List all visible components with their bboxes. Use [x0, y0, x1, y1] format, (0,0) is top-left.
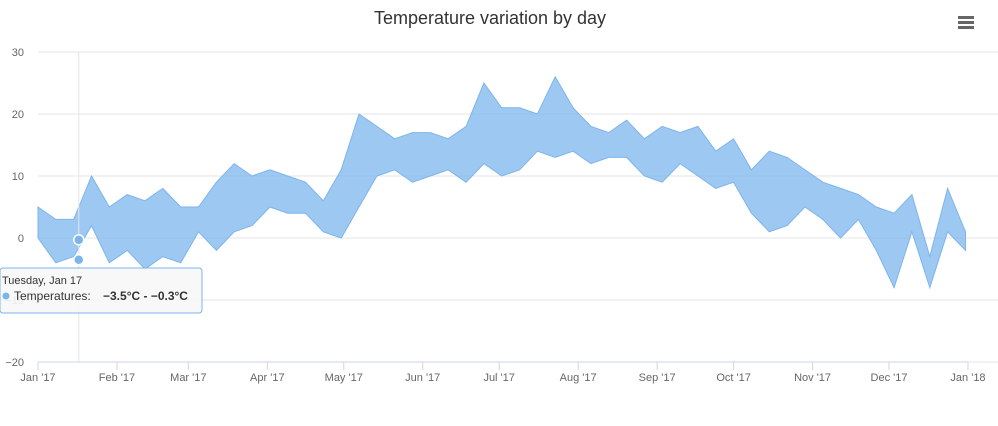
y-tick-label: 10	[12, 171, 24, 183]
series-area	[37, 75, 966, 290]
x-tick-label: Mar '17	[170, 372, 206, 384]
tooltip: Tuesday, Jan 17 Temperatures: −3.5°C - −…	[0, 267, 203, 314]
y-tick-label: −20	[5, 357, 24, 369]
x-tick-label: May '17	[325, 372, 363, 384]
hover-markers	[73, 234, 85, 266]
x-tick-label: Aug '17	[560, 372, 597, 384]
tooltip-date: Tuesday, Jan 17	[2, 275, 82, 287]
x-tick-label: Sep '17	[639, 372, 676, 384]
tooltip-box	[0, 267, 203, 314]
x-tick-label: Nov '17	[794, 372, 831, 384]
tooltip-value: −3.5°C - −0.3°C	[103, 289, 188, 303]
x-tick-label: Jan '18	[950, 372, 985, 384]
temperature-range-area	[37, 75, 966, 290]
x-tick-label: Jan '17	[20, 372, 55, 384]
x-tick-label: Dec '17	[871, 372, 908, 384]
y-tick-label: 0	[18, 233, 24, 245]
x-tick-label: Jun '17	[405, 372, 440, 384]
hamburger-menu-icon[interactable]	[958, 16, 974, 29]
tooltip-series-label: Temperatures:	[14, 289, 91, 303]
y-axis-ticks: −20−100102030	[5, 47, 24, 369]
x-tick-label: Feb '17	[99, 372, 135, 384]
x-axis-ticks: Jan '17 Feb '17 Mar '17 Apr '17 May '17 Jun '…	[20, 362, 986, 384]
y-tick-label: 30	[12, 47, 24, 59]
x-tick-label: Apr '17	[250, 372, 285, 384]
y-tick-label: 20	[12, 109, 24, 121]
x-tick-label: Jul '17	[483, 372, 514, 384]
x-tick-label: Oct '17	[716, 372, 751, 384]
chart-title: Temperature variation by day	[374, 8, 606, 28]
hover-point-marker	[73, 253, 85, 266]
tooltip-series-dot	[2, 292, 10, 300]
hover-point-marker	[73, 234, 85, 246]
